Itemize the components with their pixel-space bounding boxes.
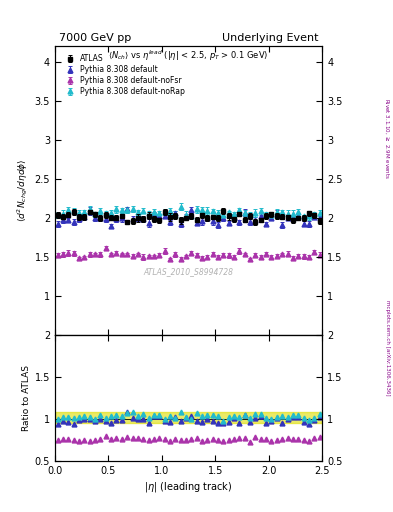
Bar — [55, 412, 322, 423]
Text: $\langle N_{ch}\rangle$ vs $\eta^{lead}$ ($|\eta|$ < 2.5, $p_T$ > 0.1 GeV): $\langle N_{ch}\rangle$ vs $\eta^{lead}$… — [108, 49, 269, 63]
Text: Rivet 3.1.10, $\geq$ 2.9M events: Rivet 3.1.10, $\geq$ 2.9M events — [383, 98, 391, 179]
Text: Underlying Event: Underlying Event — [222, 33, 318, 44]
Y-axis label: $\langle d^2 N_{chg}/d\eta d\phi\rangle$: $\langle d^2 N_{chg}/d\eta d\phi\rangle$ — [16, 159, 31, 222]
Text: 7000 GeV pp: 7000 GeV pp — [59, 33, 131, 44]
X-axis label: $|\eta|$ (leading track): $|\eta|$ (leading track) — [144, 480, 233, 494]
Y-axis label: Ratio to ATLAS: Ratio to ATLAS — [22, 365, 31, 431]
Legend: ATLAS, Pythia 8.308 default, Pythia 8.308 default-noFsr, Pythia 8.308 default-no: ATLAS, Pythia 8.308 default, Pythia 8.30… — [62, 53, 186, 98]
Text: ATLAS_2010_S8994728: ATLAS_2010_S8994728 — [143, 267, 234, 276]
Text: mcplots.cern.ch [arXiv:1306.3436]: mcplots.cern.ch [arXiv:1306.3436] — [385, 301, 389, 396]
